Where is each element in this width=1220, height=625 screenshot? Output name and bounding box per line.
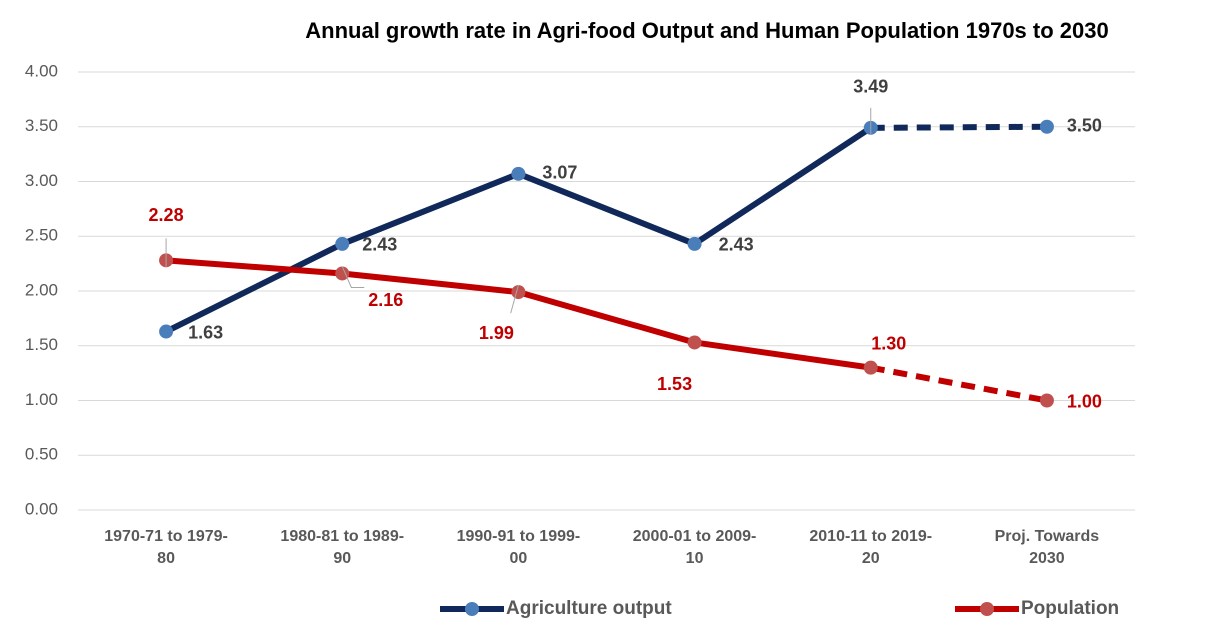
y-tick-label: 1.00 [25,390,58,409]
marker [511,285,526,300]
data-label: 3.50 [1067,116,1102,136]
data-label: 2.28 [149,205,184,225]
data-label: 1.99 [479,323,514,343]
marker [687,335,702,350]
y-tick-label: 0.50 [25,445,58,464]
marker [511,166,526,181]
data-label: 1.30 [871,333,906,353]
legend-label: Population [1021,598,1119,619]
x-tick-label: 2000-01 to 2009-10 [632,528,757,567]
y-tick-label: 0.00 [25,499,58,518]
data-label: 1.00 [1067,391,1102,411]
chart-title: Annual growth rate in Agri-food Output a… [305,18,1108,43]
data-label: 2.43 [719,235,754,255]
y-tick-label: 2.00 [25,280,58,299]
y-tick-label: 2.50 [25,226,58,245]
marker [159,324,174,339]
x-tick-label: 1980-81 to 1989-90 [280,528,405,567]
y-tick-label: 3.50 [25,116,58,135]
y-tick-label: 4.00 [25,61,58,80]
y-tick-label: 1.50 [25,335,58,354]
legend-marker [465,602,479,616]
legend-marker [980,602,994,616]
x-tick-label: 1990-91 to 1999-00 [456,528,581,567]
leader-line [341,266,365,288]
series-line [870,123,1047,131]
marker [1039,119,1054,134]
legend-label: Agriculture output [506,598,672,619]
y-tick-label: 3.00 [25,171,58,190]
marker [335,236,350,251]
series-line [164,125,873,335]
marker [687,236,702,251]
x-tick-label: 1970-71 to 1979-80 [104,528,228,567]
x-tick-label: Proj. Towards 2030 [994,528,1100,567]
data-label: 3.07 [542,163,577,183]
data-label: 2.43 [362,235,397,255]
series-line [870,364,1048,404]
data-label: 3.49 [853,77,888,97]
marker [863,360,878,375]
marker [335,266,350,281]
data-label: 1.63 [188,322,223,342]
data-label: 2.16 [368,290,403,310]
x-tick-label: 2010-11 to 2019-20 [809,528,933,567]
data-label: 1.53 [657,374,692,394]
marker [1039,393,1054,408]
leader-line [510,284,519,314]
